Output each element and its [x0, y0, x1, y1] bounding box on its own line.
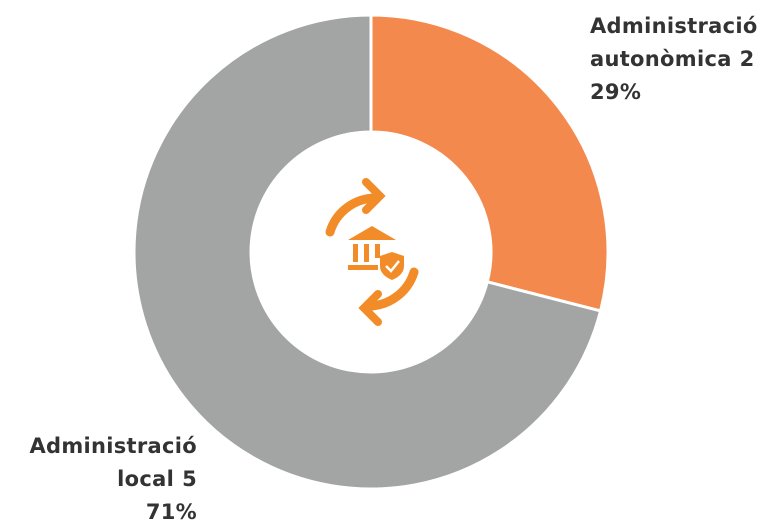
center-icon: [325, 178, 419, 326]
donut-slice: [369, 13, 610, 313]
count-label: 2: [739, 47, 755, 71]
count-label: 5: [182, 467, 197, 491]
bank-icon: [348, 226, 404, 280]
category-label: Administració local: [29, 434, 197, 491]
percent-label: 29%: [590, 80, 642, 104]
category-label: Administració autonòmica: [590, 14, 758, 71]
percent-label: 71%: [145, 500, 197, 524]
donut-slice: [132, 13, 603, 491]
slice-label: Administració local 5 71%: [5, 430, 197, 529]
slice-label: Administració autonòmica 2 29%: [590, 10, 782, 109]
